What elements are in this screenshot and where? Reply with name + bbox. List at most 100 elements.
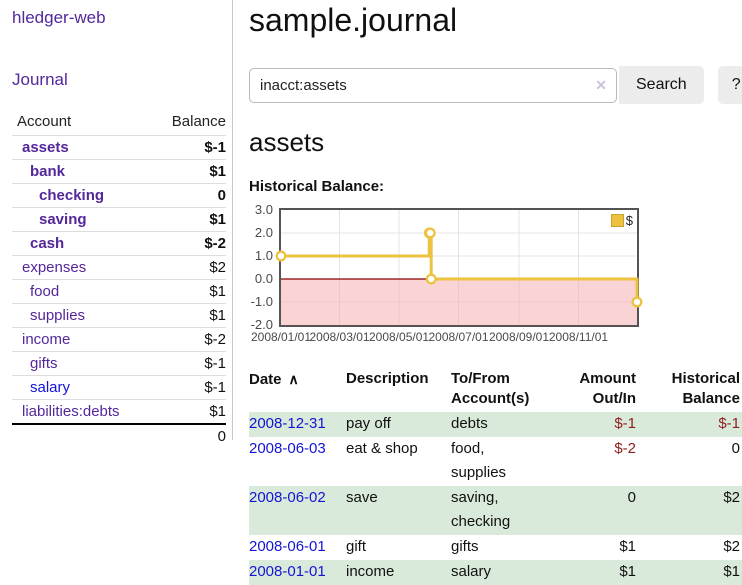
txn-accounts: salary xyxy=(451,563,492,580)
account-row-supplies: supplies $1 xyxy=(12,303,226,328)
account-row-checking: checking 0 xyxy=(12,183,226,208)
y-axis-labels: 3.0 2.0 1.0 0.0 -1.0 -2.0 xyxy=(249,203,279,332)
register-col-amount: Amount Out/In xyxy=(579,370,636,407)
txn-balance: $2 xyxy=(723,538,740,555)
account-balance: $1 xyxy=(154,159,226,184)
txn-balance: $1 xyxy=(723,563,740,580)
txn-date: 2008-06-03 xyxy=(249,437,346,486)
account-row-income: income $-2 xyxy=(12,327,226,352)
txn-amount: $1 xyxy=(619,538,636,555)
legend-swatch-icon xyxy=(610,214,624,227)
txn-date-link[interactable]: 2008-06-02 xyxy=(249,489,326,506)
plot-area: $ xyxy=(275,208,643,327)
account-link-food[interactable]: food xyxy=(30,283,60,300)
y-tick-label: 2.0 xyxy=(254,225,273,240)
register-col-description: Description xyxy=(346,370,429,387)
accounts-col-balance: Balance xyxy=(154,109,226,136)
page-title: sample.journal xyxy=(249,2,458,38)
account-link-salary[interactable]: salary xyxy=(30,379,71,396)
search-input[interactable] xyxy=(249,67,617,103)
account-balance: $-2 xyxy=(154,327,226,352)
plot-area-wrap: $ 2008/01/01 2008/03/01 2008/05/01 2008/07/… xyxy=(251,208,643,347)
txn-date: 2008-12-31 xyxy=(249,412,346,437)
register-header-row: Date ∧ Description To/From Account(s) Amou… xyxy=(249,368,742,412)
account-link-supplies[interactable]: supplies xyxy=(30,307,86,324)
brand-link[interactable]: hledger-web xyxy=(12,8,106,27)
x-axis-labels: 2008/01/01 2008/03/01 2008/05/01 2008/07/01… xyxy=(251,330,639,347)
account-heading: assets xyxy=(249,127,325,157)
account-row-expenses: expenses $2 xyxy=(12,255,226,280)
search-form: ✕ Search ? xyxy=(249,66,742,104)
main-content: sample.journal ✕ Search ? assets Histori… xyxy=(233,0,742,585)
txn-date: 2008-06-02 xyxy=(249,486,346,535)
y-tick-label: -1.0 xyxy=(250,294,273,309)
historical-balance-chart: 3.0 2.0 1.0 0.0 -1.0 -2.0 $ 2008/01/01 2008/03… xyxy=(249,203,742,347)
txn-date-link[interactable]: 2008-06-03 xyxy=(249,440,326,457)
account-row-cash: cash $-2 xyxy=(12,231,226,256)
txn-date-link[interactable]: 2008-06-01 xyxy=(249,538,326,555)
balance-step-line xyxy=(275,210,643,325)
account-link-cash[interactable]: cash xyxy=(30,235,65,252)
account-balance: $-1 xyxy=(154,135,226,160)
accounts-header-row: Account Balance xyxy=(12,109,226,136)
register-col-date-label: Date xyxy=(249,371,282,388)
account-link-income[interactable]: income xyxy=(22,331,71,348)
txn-description: eat & shop xyxy=(346,440,418,457)
account-link-checking[interactable]: checking xyxy=(39,187,105,204)
account-row-bank: bank $1 xyxy=(12,159,226,184)
txn-accounts: debts xyxy=(451,415,488,432)
legend-label: $ xyxy=(625,213,633,228)
account-balance: $1 xyxy=(209,403,226,420)
chart-title: Historical Balance: xyxy=(249,178,385,195)
clear-search-icon[interactable]: ✕ xyxy=(595,76,607,93)
register-col-date[interactable]: Date ∧ xyxy=(249,368,346,412)
x-tick-label: 2008/03/01 xyxy=(309,330,370,344)
x-tick-label: 2008/11/01 xyxy=(548,330,609,344)
account-balance: 0 xyxy=(154,183,226,208)
account-link-assets[interactable]: assets xyxy=(22,139,69,156)
txn-description: save xyxy=(346,489,378,506)
account-link-bank[interactable]: bank xyxy=(30,163,66,180)
txn-date-link[interactable]: 2008-12-31 xyxy=(249,415,326,432)
accounts-col-account: Account xyxy=(12,109,155,136)
txn-accounts: saving, checking xyxy=(451,489,511,530)
account-link-expenses[interactable]: expenses xyxy=(22,259,87,276)
account-balance: $-1 xyxy=(154,351,226,376)
account-row-salary: salary $-1 xyxy=(12,375,226,400)
account-balance: $1 xyxy=(154,303,226,328)
txn-amount: 0 xyxy=(627,489,636,506)
txn-amount: $1 xyxy=(619,563,636,580)
x-tick-label: 2008/01/01 xyxy=(250,330,312,344)
register-col-balance: Historical Balance xyxy=(671,370,740,407)
account-link-liabilities-debts[interactable]: liabilities:debts xyxy=(22,403,120,420)
txn-date: 2008-01-01 xyxy=(249,560,346,585)
txn-description: pay off xyxy=(346,415,391,432)
sidebar: hledger-web Journal Account Balance asse… xyxy=(0,0,233,449)
account-row-gifts: gifts $-1 xyxy=(12,351,226,376)
account-link-saving[interactable]: saving xyxy=(39,211,87,228)
txn-balance: $-1 xyxy=(718,415,740,432)
search-button[interactable]: Search xyxy=(619,66,704,104)
nav-journal-link[interactable]: Journal xyxy=(12,70,68,89)
account-row-food: food $1 xyxy=(12,279,226,304)
account-balance: $2 xyxy=(154,255,226,280)
register-table: Date ∧ Description To/From Account(s) Amou… xyxy=(249,368,742,585)
chart-legend: $ xyxy=(610,213,633,228)
txn-date-link[interactable]: 2008-01-01 xyxy=(249,563,326,580)
accounts-total-row: 0 xyxy=(12,423,226,449)
transaction-row: 2008-06-02 save saving, checking 0 $2 xyxy=(249,486,742,535)
search-box: ✕ xyxy=(249,67,617,103)
x-tick-label: 2008/07/01 xyxy=(428,330,489,344)
txn-balance: 0 xyxy=(731,440,740,457)
help-button[interactable]: ? xyxy=(717,66,742,104)
txn-date: 2008-06-01 xyxy=(249,535,346,560)
txn-amount: $-2 xyxy=(614,440,636,457)
txn-description: income xyxy=(346,563,395,580)
transaction-row: 2008-12-31 pay off debts $-1 $-1 xyxy=(249,412,742,437)
account-link-gifts[interactable]: gifts xyxy=(30,355,58,372)
account-row-assets: assets $-1 xyxy=(12,135,226,160)
transaction-row: 2008-01-01 income salary $1 $1 xyxy=(249,560,742,585)
accounts-total: 0 xyxy=(154,423,226,449)
account-balance: $1 xyxy=(154,207,226,232)
